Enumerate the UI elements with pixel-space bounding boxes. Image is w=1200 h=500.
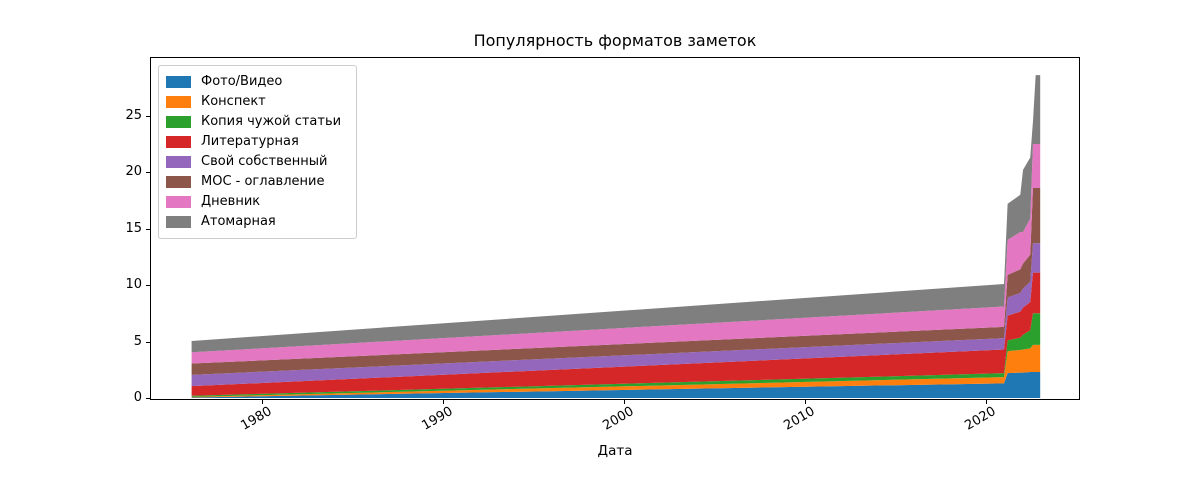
y-tick-label: 0 bbox=[133, 390, 142, 405]
legend-label: Атомарная bbox=[201, 214, 276, 229]
legend-swatch bbox=[166, 196, 191, 208]
x-tick-label: 1980 bbox=[238, 404, 275, 434]
legend-swatch bbox=[166, 176, 191, 188]
area-series-Конспект bbox=[191, 344, 1041, 398]
x-tick-mark bbox=[624, 400, 625, 404]
y-tick-mark bbox=[146, 172, 150, 174]
legend-swatch bbox=[166, 216, 191, 228]
legend-swatch bbox=[166, 156, 191, 168]
y-tick-label: 15 bbox=[125, 220, 142, 236]
y-tick-mark bbox=[146, 115, 150, 117]
legend-item: Свой собственный bbox=[166, 152, 348, 172]
x-axis-label: Дата bbox=[597, 443, 633, 459]
legend-swatch bbox=[166, 116, 191, 128]
legend-swatch bbox=[166, 76, 191, 88]
x-tick-label: 2000 bbox=[600, 404, 637, 434]
legend-label: Дневник bbox=[201, 194, 261, 209]
legend-item: Копия чужой статьи bbox=[166, 112, 348, 132]
y-tick-label: 10 bbox=[125, 277, 142, 293]
x-tick-label: 2020 bbox=[962, 404, 999, 434]
y-tick-label: 5 bbox=[133, 333, 142, 349]
legend-item: Конспект bbox=[166, 92, 348, 112]
legend-label: Фото/Видео bbox=[201, 74, 283, 89]
legend-item: МОС - оглавление bbox=[166, 172, 348, 192]
y-tick-label: 20 bbox=[125, 164, 142, 180]
y-tick-label: 25 bbox=[125, 107, 142, 123]
x-tick-mark bbox=[443, 400, 445, 404]
x-tick-mark bbox=[805, 400, 806, 404]
legend-swatch bbox=[166, 96, 191, 108]
area-series-Фото/Видео bbox=[191, 372, 1041, 398]
legend-swatch bbox=[166, 136, 191, 148]
legend-label: Конспект bbox=[201, 94, 266, 109]
x-tick-mark bbox=[985, 400, 987, 404]
y-tick-mark bbox=[146, 398, 150, 399]
chart-title: Популярность форматов заметок bbox=[473, 31, 757, 50]
x-tick-label: 2010 bbox=[781, 404, 818, 434]
plot-area bbox=[191, 75, 1041, 398]
x-tick-mark bbox=[262, 400, 264, 404]
legend: Фото/Видео Конспект Копия чужой статьи Лите… bbox=[158, 65, 357, 239]
legend-label: Копия чужой статьи bbox=[201, 114, 342, 129]
x-tick-label: 1990 bbox=[419, 404, 456, 434]
legend-item: Дневник bbox=[166, 192, 348, 212]
y-tick-mark bbox=[146, 228, 150, 230]
legend-label: МОС - оглавление bbox=[201, 174, 325, 189]
area-series-Свой собственный bbox=[191, 243, 1041, 387]
legend-item: Атомарная bbox=[166, 212, 348, 232]
y-tick-mark bbox=[146, 341, 150, 343]
legend-item: Литературная bbox=[166, 132, 348, 152]
area-series-Литературная bbox=[191, 272, 1041, 396]
y-tick-mark bbox=[146, 285, 150, 287]
legend-label: Свой собственный bbox=[201, 154, 328, 169]
legend-item: Фото/Видео bbox=[166, 72, 348, 92]
legend-label: Литературная bbox=[201, 134, 299, 149]
